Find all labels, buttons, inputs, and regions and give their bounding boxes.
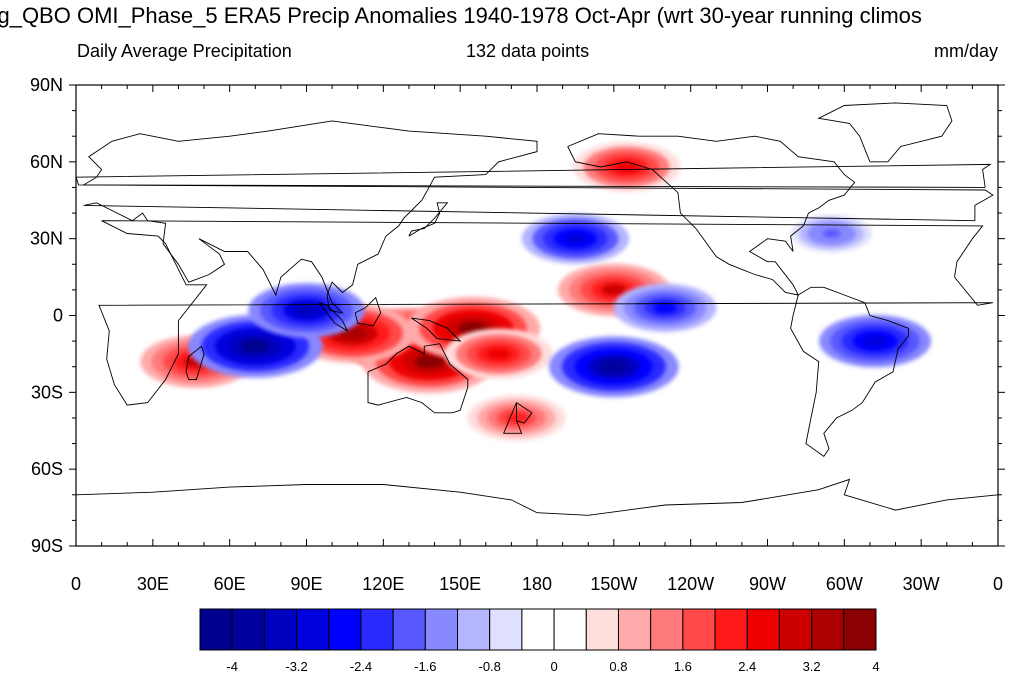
south-pacific-wet-contour xyxy=(486,348,511,360)
coastlines xyxy=(76,102,998,516)
lon-label: 90W xyxy=(749,574,786,594)
lat-label: 60N xyxy=(30,152,63,172)
colorbar-swatch xyxy=(457,608,491,651)
new-guinea-coast xyxy=(411,317,462,342)
colorbar-swatch xyxy=(778,608,813,651)
equatorial-east-pacific-dry-contour xyxy=(653,302,677,314)
brazil-dry-contour xyxy=(862,335,888,347)
colorbar-swatch xyxy=(650,608,684,651)
lon-label: 0 xyxy=(993,574,1003,594)
colorbar-labels: -4 -3.2 -2.4 -1.6 -0.8 0 0.8 1.6 2.4 3.2 4 xyxy=(226,659,879,674)
colorbar-label: -3.2 xyxy=(285,659,307,674)
longitude-labels: 0 30E 60E 90E 120E 150E 180 150W 120W 90W 60W 30W 0 xyxy=(71,574,1003,594)
colorbar xyxy=(199,608,877,651)
europe-asia-coast xyxy=(82,120,994,314)
colorbar-swatch xyxy=(231,608,265,651)
lon-label: 0 xyxy=(71,574,81,594)
lon-label: 60W xyxy=(826,574,863,594)
colorbar-swatch xyxy=(811,608,845,651)
colorbar-label: -4 xyxy=(226,659,238,674)
colorbar-label: 2.4 xyxy=(738,659,756,674)
lon-label: 30W xyxy=(903,574,940,594)
north-atlantic-dry-contour xyxy=(822,229,841,238)
colorbar-label: 0 xyxy=(550,659,557,674)
map-title: neg_QBO OMI_Phase_5 ERA5 Precip Anomalie… xyxy=(0,3,922,28)
sumatra-coast xyxy=(318,302,349,333)
colorbar-swatch xyxy=(843,608,877,651)
colorbar-swatch xyxy=(263,608,298,651)
left-subtitle: Daily Average Precipitation xyxy=(77,41,292,61)
south-pacific-dry-contour xyxy=(599,360,629,374)
colorbar-label: -1.6 xyxy=(414,659,436,674)
colorbar-label: 1.6 xyxy=(674,659,692,674)
equatorial-indian-dry-contour xyxy=(293,304,320,317)
lon-label: 120W xyxy=(667,574,714,594)
colorbar-swatch xyxy=(682,608,716,651)
madagascar-coast xyxy=(185,345,205,380)
lat-label: 30S xyxy=(31,382,63,402)
lon-label: 150W xyxy=(590,574,637,594)
borneo-coast xyxy=(354,296,382,327)
north-pacific-dry-contour xyxy=(563,233,588,245)
colorbar-swatch xyxy=(746,608,780,651)
colorbar-label: 3.2 xyxy=(803,659,821,674)
colorbar-swatch xyxy=(489,608,523,651)
greenland-coast xyxy=(817,102,953,163)
new-zealand-coast xyxy=(503,402,533,434)
lat-label: 30N xyxy=(30,229,63,249)
north-australia-wet-contour xyxy=(414,354,445,369)
colorbar-swatch xyxy=(328,608,362,651)
indian-ocean-dry-contour xyxy=(240,339,271,354)
colorbar-swatch xyxy=(617,608,652,651)
colorbar-swatch xyxy=(199,608,233,651)
lat-label: 0 xyxy=(53,306,63,326)
uk-coast xyxy=(76,163,992,188)
axis-ticks xyxy=(69,84,1005,547)
colorbar-swatch xyxy=(360,608,394,651)
center-subtitle: 132 data points xyxy=(466,41,590,61)
latitude-labels: 90N 60N 30N 0 30S 60S 90S xyxy=(30,75,63,556)
colorbar-label: 4 xyxy=(872,659,879,674)
colorbar-swatch xyxy=(424,608,459,651)
lat-label: 90S xyxy=(31,536,63,556)
map-background xyxy=(76,85,998,546)
anomaly-field xyxy=(140,141,932,442)
colorbar-swatch xyxy=(521,608,555,651)
colorbar-swatch xyxy=(714,608,748,651)
central-pacific-wet-contour xyxy=(601,284,627,296)
colorbar-label: 0.8 xyxy=(609,659,627,674)
south-america-coast xyxy=(790,286,909,458)
colorbar-swatch xyxy=(553,608,587,651)
lat-label: 90N xyxy=(30,75,63,95)
japan-coast xyxy=(408,202,449,237)
colorbar-swatch xyxy=(392,608,426,651)
colorbar-label: -0.8 xyxy=(479,659,501,674)
lat-label: 60S xyxy=(31,459,63,479)
units-label: mm/day xyxy=(933,41,998,61)
antarctica-coast xyxy=(76,478,998,516)
colorbar-swatch xyxy=(296,608,330,651)
lon-label: 30E xyxy=(137,574,169,594)
lon-label: 90E xyxy=(290,574,322,594)
colorbar-label: -2.4 xyxy=(350,659,372,674)
lon-label: 150E xyxy=(439,574,481,594)
lon-label: 120E xyxy=(362,574,404,594)
australia-coast xyxy=(367,343,469,414)
africa-coast xyxy=(98,220,993,406)
north-america-coast xyxy=(567,133,856,296)
lon-label: 60E xyxy=(214,574,246,594)
colorbar-swatch xyxy=(585,608,619,651)
lon-label: 180 xyxy=(522,574,552,594)
